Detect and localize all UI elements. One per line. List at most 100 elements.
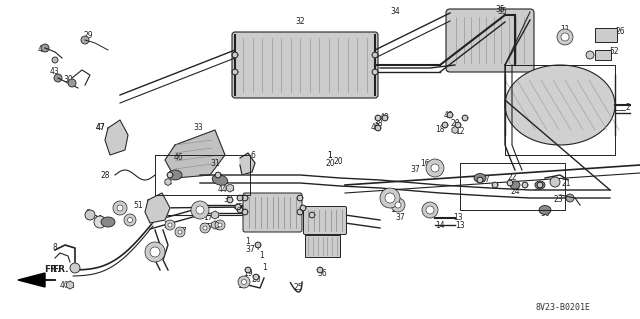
Text: 24: 24: [510, 188, 520, 197]
Circle shape: [385, 193, 395, 203]
Text: 7: 7: [255, 243, 260, 253]
Circle shape: [150, 247, 160, 257]
Text: 10: 10: [93, 216, 103, 225]
Circle shape: [426, 206, 434, 214]
Polygon shape: [227, 184, 234, 192]
Text: 42: 42: [213, 174, 223, 182]
Ellipse shape: [168, 170, 182, 180]
FancyBboxPatch shape: [303, 206, 346, 234]
Circle shape: [375, 125, 381, 131]
Circle shape: [422, 202, 438, 218]
Circle shape: [168, 223, 172, 227]
Text: 12: 12: [237, 280, 247, 290]
Text: 37: 37: [410, 166, 420, 174]
Circle shape: [238, 276, 250, 288]
Circle shape: [178, 230, 182, 234]
Circle shape: [232, 69, 238, 75]
Ellipse shape: [535, 181, 545, 189]
Circle shape: [309, 212, 315, 218]
Text: 20: 20: [251, 276, 261, 285]
Polygon shape: [18, 273, 45, 287]
Text: 37: 37: [245, 246, 255, 255]
Circle shape: [297, 195, 303, 201]
Polygon shape: [165, 179, 171, 186]
Circle shape: [68, 79, 76, 87]
Text: 43: 43: [49, 68, 59, 77]
Text: 38: 38: [373, 118, 383, 128]
Circle shape: [297, 209, 303, 215]
Circle shape: [237, 195, 243, 201]
Circle shape: [117, 205, 123, 211]
Circle shape: [462, 115, 468, 121]
FancyBboxPatch shape: [232, 32, 378, 98]
Ellipse shape: [212, 175, 228, 185]
Text: 36: 36: [317, 269, 327, 278]
Bar: [595, 28, 617, 42]
Text: 49: 49: [380, 114, 390, 122]
Text: 8: 8: [52, 243, 58, 253]
Text: 52: 52: [609, 48, 619, 56]
Circle shape: [372, 52, 378, 58]
Text: 4: 4: [310, 216, 314, 225]
Circle shape: [215, 220, 225, 230]
Text: 37: 37: [480, 175, 490, 184]
Text: 30: 30: [63, 76, 73, 85]
Text: 46: 46: [173, 153, 183, 162]
Text: 37: 37: [177, 227, 187, 236]
Text: 37: 37: [395, 212, 405, 221]
Text: 50: 50: [540, 209, 550, 218]
Ellipse shape: [474, 174, 486, 182]
Circle shape: [431, 164, 439, 172]
Text: 16: 16: [420, 159, 430, 167]
Circle shape: [550, 177, 560, 187]
Circle shape: [232, 52, 238, 58]
Text: 29: 29: [83, 31, 93, 40]
Circle shape: [382, 115, 388, 121]
Ellipse shape: [101, 217, 115, 227]
Text: 1: 1: [246, 212, 250, 221]
Text: 41: 41: [423, 207, 433, 217]
Text: 3: 3: [303, 209, 307, 218]
Circle shape: [241, 279, 246, 285]
Text: 12: 12: [455, 128, 465, 137]
Circle shape: [300, 205, 306, 211]
Text: 1: 1: [246, 238, 250, 247]
Polygon shape: [240, 153, 255, 175]
FancyBboxPatch shape: [446, 9, 534, 72]
Text: 9: 9: [86, 209, 90, 218]
Circle shape: [522, 182, 528, 188]
Text: 18: 18: [435, 125, 445, 135]
Text: 43: 43: [37, 46, 47, 55]
Circle shape: [145, 242, 165, 262]
Text: 20: 20: [325, 159, 335, 167]
Ellipse shape: [539, 205, 551, 214]
Circle shape: [227, 197, 233, 203]
Text: FR.: FR.: [52, 265, 68, 275]
Text: 37: 37: [163, 220, 173, 229]
Text: 20: 20: [450, 120, 460, 129]
Text: 51: 51: [133, 201, 143, 210]
Text: 39: 39: [223, 196, 233, 204]
Circle shape: [165, 220, 175, 230]
Text: 48: 48: [443, 110, 453, 120]
Text: 32: 32: [295, 18, 305, 26]
Circle shape: [557, 29, 573, 45]
Circle shape: [375, 115, 381, 121]
Circle shape: [175, 227, 185, 237]
Text: 13: 13: [455, 220, 465, 229]
Circle shape: [561, 33, 569, 41]
Circle shape: [196, 206, 204, 214]
Text: 13: 13: [453, 213, 463, 222]
Circle shape: [81, 36, 89, 44]
Circle shape: [41, 44, 49, 52]
Text: 1: 1: [262, 263, 268, 272]
Circle shape: [586, 51, 594, 59]
Polygon shape: [452, 127, 458, 133]
Circle shape: [317, 267, 323, 273]
Text: 37: 37: [215, 224, 225, 233]
Text: 27: 27: [383, 189, 393, 197]
Text: 2: 2: [626, 103, 630, 113]
Text: 17: 17: [203, 224, 213, 233]
Text: 45: 45: [233, 204, 243, 212]
Text: 5: 5: [330, 243, 335, 253]
